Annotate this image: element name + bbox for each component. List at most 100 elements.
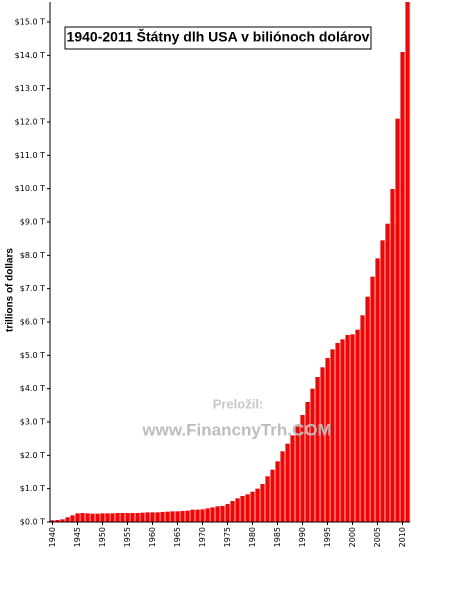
bar xyxy=(70,515,75,522)
bar xyxy=(245,494,250,522)
bar xyxy=(215,506,220,522)
bar xyxy=(295,426,300,522)
bar xyxy=(375,258,380,522)
y-tick-label: $3.0 T xyxy=(20,418,45,427)
x-tick-label: 1985 xyxy=(273,527,282,547)
bar xyxy=(135,513,140,522)
bar xyxy=(170,511,175,522)
y-tick-label: $9.0 T xyxy=(20,218,45,227)
bar xyxy=(90,513,95,522)
x-tick-label: 1965 xyxy=(173,527,182,547)
x-tick-label: 2005 xyxy=(373,527,382,547)
watermark: www.FinancnyTrh.COM xyxy=(141,420,331,439)
bar xyxy=(100,513,105,522)
x-tick-label: 1975 xyxy=(223,527,232,547)
y-tick-label: $6.0 T xyxy=(20,318,45,327)
bar xyxy=(360,315,365,522)
bar xyxy=(155,512,160,522)
bar xyxy=(235,498,240,522)
bar xyxy=(205,508,210,522)
bar xyxy=(220,506,225,522)
bar xyxy=(50,520,55,522)
bar xyxy=(95,513,100,522)
x-tick-label: 1960 xyxy=(148,527,157,547)
bar xyxy=(190,509,195,522)
y-axis-label: trillions of dollars xyxy=(5,248,16,332)
bar xyxy=(315,377,320,522)
bar xyxy=(300,415,305,522)
bar xyxy=(270,469,275,522)
x-tick-label: 1955 xyxy=(123,527,132,547)
y-tick-label: $7.0 T xyxy=(20,284,45,293)
bar xyxy=(320,367,325,522)
bar xyxy=(225,504,230,522)
bar xyxy=(395,118,400,523)
y-tick-label: $2.0 T xyxy=(20,451,45,460)
bar xyxy=(260,484,265,522)
bar xyxy=(125,513,130,522)
bar xyxy=(365,296,370,522)
chart-title: 1940-2011 Štátny dlh USA v biliónoch dol… xyxy=(67,28,370,45)
y-tick-label: $4.0 T xyxy=(20,384,45,393)
bar xyxy=(180,511,185,522)
bar xyxy=(150,512,155,522)
watermark: Preložil: xyxy=(213,396,264,411)
bar xyxy=(385,223,390,522)
bar xyxy=(250,491,255,522)
bar xyxy=(175,511,180,522)
bar xyxy=(265,476,270,522)
bar xyxy=(345,335,350,522)
x-tick-label: 1950 xyxy=(98,527,107,547)
y-tick-label: $15.0 T xyxy=(15,18,45,27)
bar xyxy=(75,513,80,522)
bar xyxy=(275,461,280,522)
bar xyxy=(145,512,150,522)
y-tick-label: $14.0 T xyxy=(15,51,45,60)
y-tick-label: $11.0 T xyxy=(15,151,45,160)
bar xyxy=(55,520,60,522)
bar xyxy=(330,349,335,522)
bar xyxy=(65,517,70,522)
bar xyxy=(110,513,115,522)
bar xyxy=(185,510,190,522)
bar xyxy=(390,189,395,522)
y-tick-label: $0.0 T xyxy=(20,518,45,527)
y-tick-label: $12.0 T xyxy=(15,118,45,127)
bar xyxy=(105,513,110,522)
bar xyxy=(200,509,205,522)
x-tick-label: 2010 xyxy=(398,527,407,547)
x-tick-label: 1990 xyxy=(298,527,307,547)
y-tick-label: $8.0 T xyxy=(20,251,45,260)
bar xyxy=(350,334,355,522)
bar xyxy=(305,402,310,522)
bar xyxy=(240,496,245,522)
x-tick-label: 2000 xyxy=(348,527,357,547)
bar xyxy=(285,443,290,522)
title-box xyxy=(64,26,372,50)
bar xyxy=(400,52,405,522)
x-tick-label: 1970 xyxy=(198,527,207,547)
bar xyxy=(405,2,410,522)
bar xyxy=(230,501,235,522)
bar xyxy=(80,513,85,522)
x-tick-label: 1980 xyxy=(248,527,257,547)
y-tick-label: $13.0 T xyxy=(15,84,45,93)
bar xyxy=(195,509,200,522)
bar xyxy=(60,519,65,522)
bar xyxy=(115,513,120,522)
x-tick-label: 1940 xyxy=(48,527,57,547)
bar xyxy=(140,512,145,522)
bar xyxy=(165,511,170,522)
bar xyxy=(325,358,330,522)
bar xyxy=(255,488,260,522)
bar xyxy=(160,512,165,522)
bar xyxy=(280,451,285,522)
bar xyxy=(130,513,135,522)
bar xyxy=(290,435,295,522)
bar xyxy=(355,329,360,522)
bar xyxy=(340,339,345,522)
bar xyxy=(310,388,315,522)
bar xyxy=(120,513,125,522)
x-tick-label: 1945 xyxy=(73,527,82,547)
